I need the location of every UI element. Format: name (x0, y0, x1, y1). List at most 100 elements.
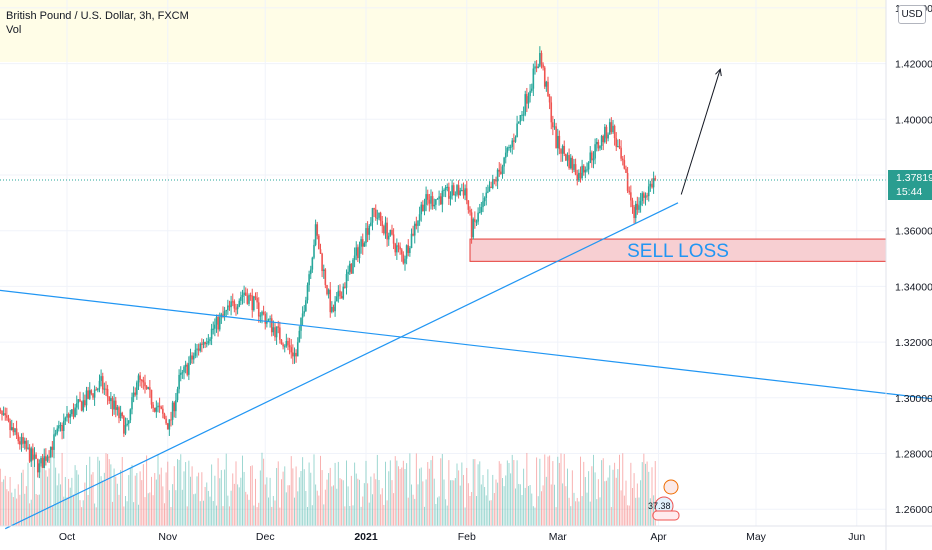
candle-body (209, 338, 211, 342)
candle-body (392, 234, 395, 244)
candle-body (301, 313, 304, 318)
candle-body (470, 212, 473, 238)
candle-body (205, 343, 208, 345)
candle-body (602, 136, 605, 143)
candle-body (145, 386, 148, 389)
candle-body (413, 223, 416, 236)
sell-loss-zone[interactable]: SELL LOSS (469, 238, 887, 262)
candle-body (292, 352, 294, 357)
candle-body (366, 228, 369, 235)
candle-body (150, 389, 153, 405)
candle-body (578, 172, 580, 181)
candle-body (368, 225, 371, 235)
candle-body (290, 347, 293, 353)
candle-body (498, 169, 501, 172)
candle-body (17, 434, 20, 442)
candle-body (49, 446, 52, 458)
candle-body (597, 141, 600, 149)
candle-body (105, 388, 107, 390)
trendlines[interactable] (0, 68, 932, 530)
candle-body (508, 147, 510, 149)
volume-indicator-label[interactable]: Vol (6, 24, 22, 36)
candle-body (321, 253, 323, 272)
candle-body (235, 308, 237, 310)
candle-body (581, 165, 583, 179)
candle-body (114, 400, 117, 410)
candle-body (464, 188, 466, 196)
candle-body (279, 327, 281, 340)
candle-body (441, 190, 444, 205)
y-tick-label: 1.40000 (895, 114, 932, 126)
candle-body (433, 204, 436, 207)
candle-body (576, 174, 579, 181)
candle-body (69, 414, 72, 418)
candle-body (92, 393, 94, 398)
candle-body (482, 201, 484, 208)
candle-body (618, 146, 621, 148)
candle-body (101, 376, 104, 390)
candle-body (285, 340, 288, 347)
price-axis[interactable]: 1.26000 1.28000 1.30000 1.32000 1.34000 1.360… (895, 3, 932, 516)
candle-body (298, 330, 301, 343)
candle-body (475, 221, 478, 223)
candle-body (111, 398, 114, 410)
candle-body (431, 196, 434, 207)
candle-body (79, 399, 81, 402)
candle-body (517, 121, 520, 124)
y-tick-label: 1.32000 (895, 337, 932, 349)
candle-body (344, 286, 346, 288)
candle-body (129, 409, 132, 421)
candle-body (313, 244, 315, 258)
event-flag-icon[interactable] (652, 510, 680, 521)
candle-body (641, 193, 644, 201)
candlesticks[interactable] (0, 46, 657, 479)
candle-body (579, 172, 582, 179)
candle-body (519, 115, 522, 122)
candle-body (214, 324, 216, 329)
candle-body (560, 149, 562, 154)
candle-body (550, 102, 553, 123)
candle-body (600, 136, 603, 146)
candle-body (40, 458, 42, 464)
candle-body (592, 158, 595, 161)
candle-body (9, 421, 11, 431)
candle-body (379, 212, 382, 222)
candle-body (537, 66, 540, 69)
candle-body (422, 204, 424, 212)
candle-body (373, 208, 375, 210)
candle-body (175, 400, 177, 412)
candle-body (119, 412, 122, 419)
candle-body (97, 388, 99, 391)
event-icons[interactable]: 37.38 (648, 479, 680, 521)
candle-body (480, 207, 483, 213)
currency-button[interactable]: USD (898, 5, 926, 24)
candle-body (535, 66, 538, 69)
event-flag-icon[interactable] (663, 479, 679, 495)
candle-body (33, 454, 36, 460)
candle-body (56, 428, 59, 434)
time-axis[interactable]: Oct Nov Dec 2021 Feb Mar Apr May Jun (59, 531, 866, 543)
candle-body (197, 348, 200, 351)
candle-body (415, 223, 418, 226)
candle-body (384, 222, 387, 234)
candle-body (121, 412, 124, 417)
candle-body (608, 122, 611, 135)
candle-body (230, 301, 232, 308)
x-tick-label: 2021 (354, 531, 378, 543)
candle-body (132, 392, 135, 398)
candle-body (509, 146, 512, 148)
candle-body (613, 125, 616, 139)
candle-body (144, 382, 146, 387)
candle-body (387, 235, 390, 240)
candle-body (352, 259, 354, 274)
candle-body (503, 157, 505, 167)
candle-body (45, 456, 47, 461)
y-tick-label: 1.28000 (895, 449, 932, 461)
candle-body (72, 409, 75, 417)
candle-body (186, 364, 189, 375)
symbol-title[interactable]: British Pound / U.S. Dollar, 3h, FXCM (6, 10, 189, 22)
candle-body (386, 222, 388, 240)
candle-body (280, 339, 283, 345)
